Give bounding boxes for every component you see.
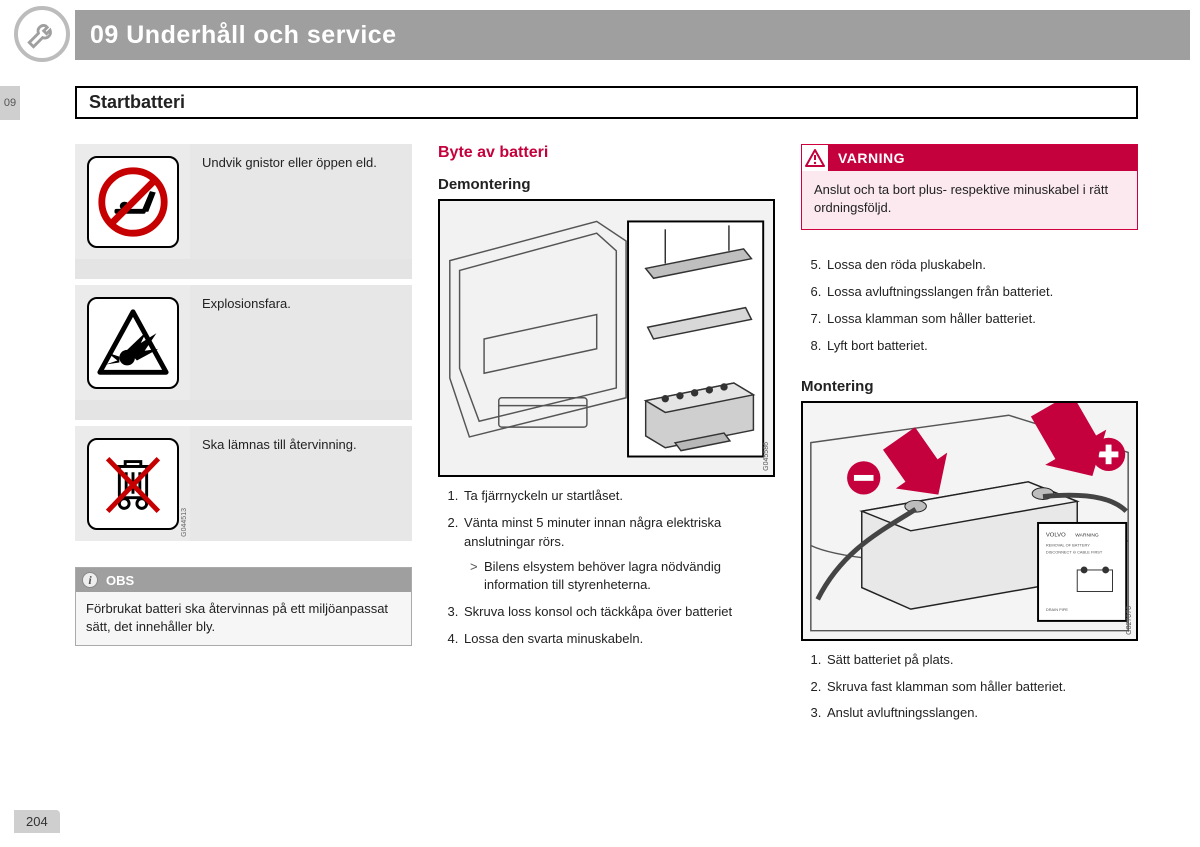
note-label: OBS <box>106 573 134 588</box>
heading-montering: Montering <box>801 378 1138 395</box>
symbol-text: Undvik gnistor eller öppen eld. <box>190 144 412 259</box>
section-title: Startbatteri <box>75 86 1138 119</box>
note-text: Förbrukat batteri ska återvinnas på ett … <box>76 592 411 645</box>
warning-header: VARNING <box>802 145 1137 171</box>
image-ref: G044513 <box>181 508 188 537</box>
no-fire-icon <box>87 156 179 248</box>
list-item: Lossa avluftningsslangen från batteriet. <box>825 283 1138 302</box>
list-item: Ta fjärrnyckeln ur startlåset. <box>462 487 775 506</box>
list-item: Lossa den röda pluskabeln. <box>825 256 1138 275</box>
warning-text: Anslut och ta bort plus- respektive minu… <box>802 171 1137 229</box>
manual-page: { "chapter": { "number": "09", "title": … <box>0 0 1200 847</box>
list-item: Lyft bort batteriet. <box>825 337 1138 356</box>
list-item: Anslut avluftningsslangen. <box>825 704 1138 723</box>
note-box: i OBS Förbrukat batteri ska återvinnas p… <box>75 567 412 646</box>
chapter-header: 09 Underhåll och service <box>75 10 1190 60</box>
symbol-cell <box>75 285 190 400</box>
svg-text:REMOVAL OF BATTERY: REMOVAL OF BATTERY <box>1046 542 1090 547</box>
removal-steps: Ta fjärrnyckeln ur startlåset. Vänta min… <box>438 487 775 657</box>
warning-triangle-icon <box>802 145 828 171</box>
removal-diagram: G045586 <box>438 199 775 477</box>
image-ref: G027076 <box>1126 606 1133 635</box>
no-trash-icon <box>87 438 179 530</box>
image-ref: G045586 <box>763 442 770 471</box>
explosion-warning-icon <box>87 297 179 389</box>
warning-box: VARNING Anslut och ta bort plus- respekt… <box>801 144 1138 230</box>
symbol-text: Explosionsfara. <box>190 285 412 400</box>
page-number: 204 <box>14 810 60 833</box>
col-2: Byte av batteri Demontering <box>438 144 775 731</box>
symbol-row: Undvik gnistor eller öppen eld. <box>75 144 412 259</box>
svg-text:DISCONNECT ⊖ CABLE FIRST: DISCONNECT ⊖ CABLE FIRST <box>1046 549 1103 554</box>
wrench-icon <box>14 6 70 62</box>
content-grid: Undvik gnistor eller öppen eld. <box>75 144 1138 731</box>
symbol-text: Ska lämnas till återvinning. <box>190 426 412 541</box>
list-item: Skruva fast klamman som håller batteriet… <box>825 678 1138 697</box>
symbol-cell: G044513 <box>75 426 190 541</box>
col-1: Undvik gnistor eller öppen eld. <box>75 144 412 731</box>
list-item: Lossa klamman som håller batteriet. <box>825 310 1138 329</box>
list-item: Skruva loss konsol och täckkåpa över bat… <box>462 603 775 622</box>
list-item: Vänta minst 5 minuter innan några elektr… <box>462 514 775 595</box>
list-item: Lossa den svarta minuskabeln. <box>462 630 775 649</box>
list-subitem: Bilens elsystem behöver lagra nödvändig … <box>470 558 775 596</box>
chapter-title: 09 Underhåll och service <box>90 21 397 50</box>
svg-text:WARNING: WARNING <box>1075 532 1099 538</box>
removal-steps-cont: Lossa den röda pluskabeln. Lossa avluftn… <box>801 256 1138 363</box>
symbol-row: G044513 Ska lämnas till återvinning. <box>75 426 412 541</box>
col-3: VARNING Anslut och ta bort plus- respekt… <box>801 144 1138 731</box>
info-icon: i <box>82 572 98 588</box>
install-diagram: VOLVO WARNING REMOVAL OF BATTERY DISCONN… <box>801 401 1138 641</box>
heading-demontering: Demontering <box>438 176 775 193</box>
svg-text:DRAIN PIPE: DRAIN PIPE <box>1046 607 1069 612</box>
install-steps: Sätt batteriet på plats. Skruva fast kla… <box>801 651 1138 732</box>
list-item: Sätt batteriet på plats. <box>825 651 1138 670</box>
symbol-row: Explosionsfara. <box>75 285 412 400</box>
heading-byte: Byte av batteri <box>438 144 775 162</box>
warning-label: VARNING <box>828 145 1137 171</box>
svg-text:VOLVO: VOLVO <box>1046 532 1066 538</box>
side-tab: 09 <box>0 86 20 120</box>
symbol-cell <box>75 144 190 259</box>
note-header: i OBS <box>76 568 411 592</box>
